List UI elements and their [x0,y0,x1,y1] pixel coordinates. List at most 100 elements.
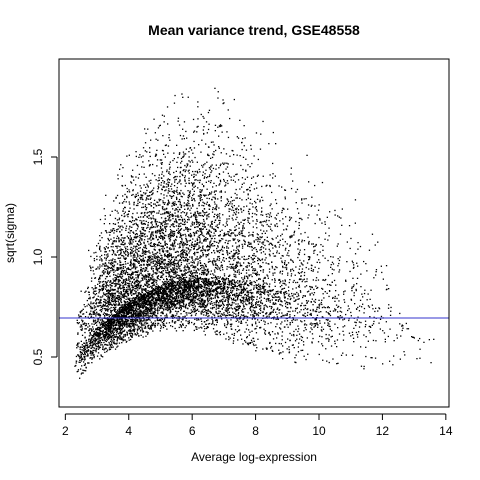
data-point [165,293,167,295]
data-point [150,324,152,327]
data-point [283,296,286,298]
data-point [294,357,296,359]
data-point [254,261,256,263]
data-point [162,297,164,300]
data-point [291,260,294,262]
data-point [146,285,148,287]
data-point [111,266,113,269]
data-point [117,174,119,176]
data-point [140,243,142,246]
data-point [286,307,288,309]
data-point [284,341,287,344]
data-point [96,313,98,315]
data-point [111,268,113,270]
data-point [112,297,114,299]
data-point [295,361,297,364]
data-point [193,223,195,225]
data-point [171,269,173,271]
data-point [242,219,244,221]
data-point [84,348,86,351]
data-point [158,292,160,295]
data-point [221,246,224,249]
data-point [157,256,160,258]
data-point [153,324,155,326]
data-point [203,185,205,188]
data-point [195,221,198,223]
data-point [298,272,300,275]
data-point [150,278,152,280]
data-point [119,304,121,306]
data-point [279,298,281,301]
data-point [259,236,261,238]
data-point [208,123,210,125]
data-point [132,176,134,178]
data-point [178,124,181,126]
data-point [201,298,203,300]
data-point [157,204,160,206]
data-point [215,324,218,326]
data-point [154,232,157,234]
data-point [135,240,137,242]
data-point [387,307,390,309]
data-point [238,284,240,286]
data-point [280,352,282,354]
data-point [163,258,166,261]
data-point [257,301,259,303]
data-point [300,291,302,293]
data-point [245,199,248,201]
data-point [191,244,193,246]
data-point [84,322,86,324]
data-point [143,220,145,222]
data-point [127,253,129,256]
data-point [254,307,256,309]
data-point [233,337,235,339]
data-point [149,147,151,149]
data-point [168,172,170,174]
data-point [152,261,154,263]
data-point [334,308,336,310]
data-point [292,180,294,182]
data-point [210,221,213,223]
data-point [199,286,202,288]
data-point [131,249,133,251]
data-point [178,247,180,249]
data-point [248,265,250,267]
data-point [130,238,132,240]
data-point [110,326,112,328]
data-point [130,241,132,243]
data-point [160,263,162,265]
data-point [214,196,216,199]
data-point [296,295,298,298]
data-point [192,282,195,285]
data-point [185,244,188,246]
data-point [162,251,164,253]
data-point [138,318,141,320]
data-point [287,295,290,297]
data-point [207,302,209,304]
data-point [255,223,257,225]
data-point [162,273,165,275]
data-point [271,311,273,313]
data-point [162,303,164,305]
data-point [127,306,129,308]
data-point [257,259,259,262]
data-point [216,286,218,288]
data-point [166,267,168,269]
data-point [92,354,94,356]
data-point [219,267,221,269]
data-point [201,290,203,292]
data-point [152,268,154,270]
data-point [141,327,143,329]
data-point [277,290,279,292]
data-point [166,246,168,248]
data-point [266,184,268,186]
data-point [210,298,213,300]
data-point [289,310,291,313]
data-point [199,228,201,230]
data-point [183,298,185,300]
data-point [228,314,231,316]
data-point [279,352,281,354]
data-point [309,293,311,295]
data-point [281,301,283,303]
data-point [269,289,272,292]
